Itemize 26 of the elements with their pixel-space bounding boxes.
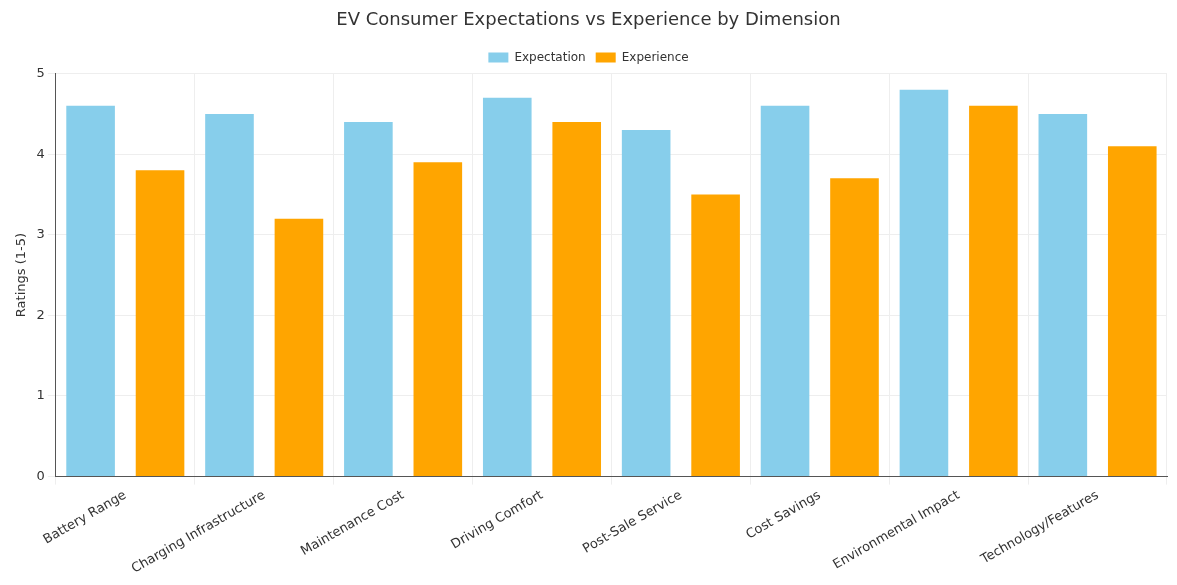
bar (969, 105, 1018, 477)
legend-label: Experience (621, 49, 689, 64)
bar (274, 218, 324, 477)
bar (691, 194, 740, 477)
bar (760, 105, 810, 477)
bar (1038, 113, 1088, 477)
bar (621, 130, 671, 477)
chart-title: EV Consumer Expectations vs Experience by Dimension (336, 8, 841, 30)
bar (66, 105, 115, 477)
y-tick-label: 1 (36, 387, 45, 403)
bar (552, 121, 602, 477)
y-axis-title: Ratings (1-5) (13, 232, 29, 318)
bar (1107, 146, 1157, 477)
bar (830, 178, 879, 477)
bar (899, 89, 949, 477)
bar (413, 162, 463, 477)
y-tick-label: 4 (36, 145, 45, 161)
bar (135, 170, 185, 477)
y-tick-label: 3 (36, 226, 45, 242)
y-tick-label: 2 (36, 306, 45, 322)
legend-label: Expectation (514, 49, 586, 64)
bar (482, 97, 532, 477)
bar (205, 113, 254, 477)
bar (344, 121, 393, 477)
y-tick-label: 0 (36, 467, 45, 483)
y-tick-label: 5 (36, 64, 45, 80)
